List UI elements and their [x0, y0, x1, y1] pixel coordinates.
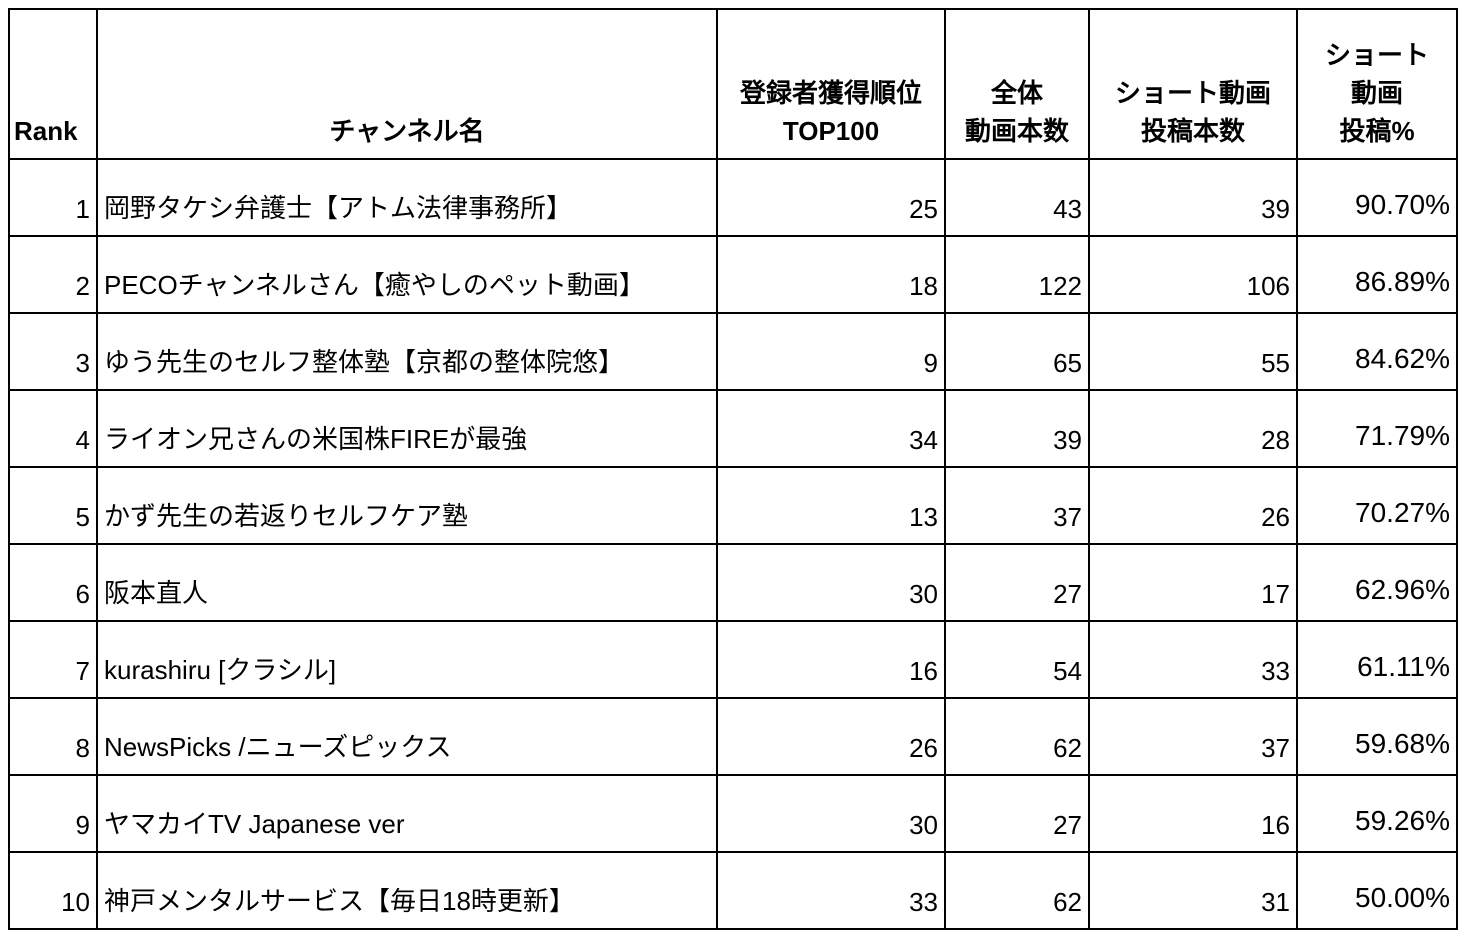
table-cell: 61.11% [1296, 620, 1458, 699]
table-cell: 7 [8, 620, 98, 699]
table-cell: 84.62% [1296, 312, 1458, 391]
table-cell: かず先生の若返りセルフケア塾 [96, 466, 718, 545]
header-cell: 登録者獲得順位 TOP100 [716, 8, 946, 160]
table-cell: 71.79% [1296, 389, 1458, 468]
table-cell: 26 [716, 697, 946, 776]
header-cell: ショート動画 投稿本数 [1088, 8, 1298, 160]
table-cell: 55 [1088, 312, 1298, 391]
table-cell: 122 [944, 235, 1090, 314]
table-cell: ゆう先生のセルフ整体塾【京都の整体院悠】 [96, 312, 718, 391]
header-cell: Rank [8, 8, 98, 160]
header-cell: 全体 動画本数 [944, 8, 1090, 160]
table-cell: 65 [944, 312, 1090, 391]
table-cell: 62.96% [1296, 543, 1458, 622]
table-cell: 神戸メンタルサービス【毎日18時更新】 [96, 851, 718, 930]
header-cell: ショート 動画 投稿% [1296, 8, 1458, 160]
table-cell: 106 [1088, 235, 1298, 314]
table-row: 2 PECOチャンネルさん【癒やしのペット動画】 18 122 106 86.89% [8, 235, 1458, 314]
table-cell: 16 [1088, 774, 1298, 853]
table-cell: 50.00% [1296, 851, 1458, 930]
table-cell: PECOチャンネルさん【癒やしのペット動画】 [96, 235, 718, 314]
table-cell: 39 [1088, 158, 1298, 237]
header-row: Rank チャンネル名 登録者獲得順位 TOP100 全体 動画本数 ショート動画 投稿… [8, 8, 1458, 160]
table-cell: 59.26% [1296, 774, 1458, 853]
table-cell: 阪本直人 [96, 543, 718, 622]
table-cell: 37 [944, 466, 1090, 545]
table-cell: 90.70% [1296, 158, 1458, 237]
table-cell: NewsPicks /ニューズピックス [96, 697, 718, 776]
table-cell: 2 [8, 235, 98, 314]
table-cell: 3 [8, 312, 98, 391]
table-cell: 9 [8, 774, 98, 853]
table-cell: 33 [1088, 620, 1298, 699]
table-cell: 30 [716, 543, 946, 622]
table-cell: 6 [8, 543, 98, 622]
table-cell: 27 [944, 774, 1090, 853]
table-cell: 9 [716, 312, 946, 391]
table-cell: 1 [8, 158, 98, 237]
table-row: 6 阪本直人 30 27 17 62.96% [8, 543, 1458, 622]
table-cell: 8 [8, 697, 98, 776]
table-row: 7 kurashiru [クラシル] 16 54 33 61.11% [8, 620, 1458, 699]
table-cell: 37 [1088, 697, 1298, 776]
table-row: 3 ゆう先生のセルフ整体塾【京都の整体院悠】 9 65 55 84.62% [8, 312, 1458, 391]
table-cell: 62 [944, 697, 1090, 776]
table-cell: 59.68% [1296, 697, 1458, 776]
table-cell: 16 [716, 620, 946, 699]
table-cell: 28 [1088, 389, 1298, 468]
table-cell: 26 [1088, 466, 1298, 545]
table-body: 1 岡野タケシ弁護士【アトム法律事務所】 25 43 39 90.70% 2 PECOチャンネ… [8, 158, 1458, 930]
table-cell: 5 [8, 466, 98, 545]
table-cell: 33 [716, 851, 946, 930]
table-row: 8 NewsPicks /ニューズピックス 26 62 37 59.68% [8, 697, 1458, 776]
table-cell: 10 [8, 851, 98, 930]
table-row: 10 神戸メンタルサービス【毎日18時更新】 33 62 31 50.00% [8, 851, 1458, 930]
page: {"table": { "headers": ["Rank", "チャンネル名"… [8, 8, 1458, 930]
table-cell: 13 [716, 466, 946, 545]
table-cell: 54 [944, 620, 1090, 699]
table-cell: kurashiru [クラシル] [96, 620, 718, 699]
table-cell: ライオン兄さんの米国株FIREが最強 [96, 389, 718, 468]
table-row: 1 岡野タケシ弁護士【アトム法律事務所】 25 43 39 90.70% [8, 158, 1458, 237]
table-cell: 62 [944, 851, 1090, 930]
table-row: 9 ヤマカイTV Japanese ver 30 27 16 59.26% [8, 774, 1458, 853]
table-row: 4 ライオン兄さんの米国株FIREが最強 34 39 28 71.79% [8, 389, 1458, 468]
table-cell: ヤマカイTV Japanese ver [96, 774, 718, 853]
table-cell: 34 [716, 389, 946, 468]
table-cell: 86.89% [1296, 235, 1458, 314]
table-cell: 17 [1088, 543, 1298, 622]
table-cell: 27 [944, 543, 1090, 622]
table-cell: 岡野タケシ弁護士【アトム法律事務所】 [96, 158, 718, 237]
table-cell: 43 [944, 158, 1090, 237]
table-cell: 4 [8, 389, 98, 468]
table-cell: 39 [944, 389, 1090, 468]
table-cell: 18 [716, 235, 946, 314]
ranking-table: Rank チャンネル名 登録者獲得順位 TOP100 全体 動画本数 ショート動画 投稿… [8, 8, 1458, 930]
header-cell: チャンネル名 [96, 8, 718, 160]
table-cell: 31 [1088, 851, 1298, 930]
table-cell: 30 [716, 774, 946, 853]
table-row: 5 かず先生の若返りセルフケア塾 13 37 26 70.27% [8, 466, 1458, 545]
table-cell: 25 [716, 158, 946, 237]
table-cell: 70.27% [1296, 466, 1458, 545]
